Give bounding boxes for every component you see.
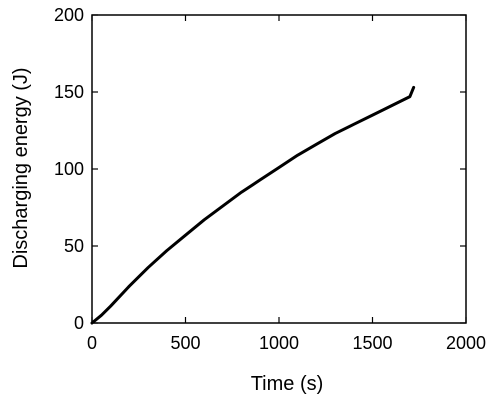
y-tick-label: 150 xyxy=(54,82,84,102)
x-tick-label: 500 xyxy=(170,333,200,353)
x-tick-label: 1500 xyxy=(352,333,392,353)
x-tick-label: 2000 xyxy=(446,333,486,353)
y-tick-label: 200 xyxy=(54,5,84,25)
y-tick-label: 50 xyxy=(64,236,84,256)
y-tick-label: 100 xyxy=(54,159,84,179)
x-tick-label: 0 xyxy=(87,333,97,353)
plot-layer: 0 500 1000 1500 2000 0 50 100 150 200 xyxy=(54,5,486,353)
y-axis-title: Discharging energy (J) xyxy=(10,67,32,268)
x-tick-label: 1000 xyxy=(259,333,299,353)
x-axis-title: Time (s) xyxy=(251,373,324,395)
series-line xyxy=(90,85,416,325)
y-tick-label: 0 xyxy=(74,313,84,333)
